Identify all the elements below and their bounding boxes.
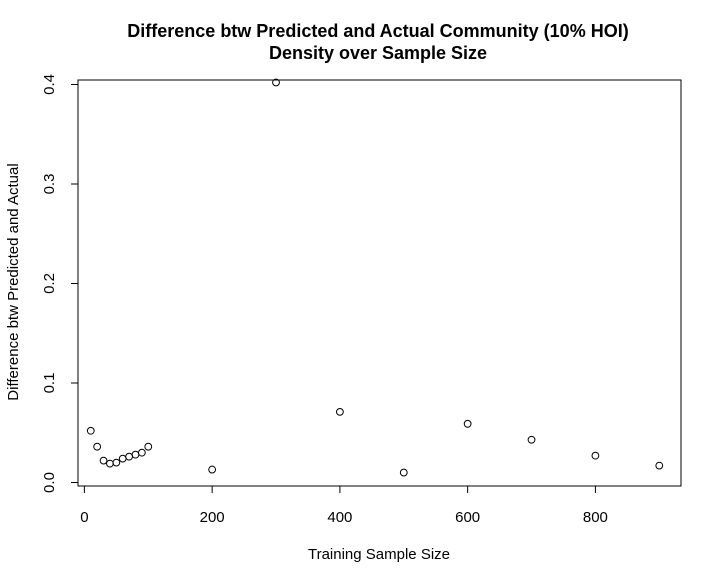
data-point bbox=[272, 78, 280, 87]
x-tick-label: 200 bbox=[200, 509, 225, 526]
data-point bbox=[335, 407, 344, 416]
data-point bbox=[463, 419, 472, 428]
data-point bbox=[93, 442, 102, 451]
data-point bbox=[655, 461, 664, 470]
data-point bbox=[208, 465, 217, 474]
x-axis: 0 200 400 600 800 bbox=[80, 485, 608, 526]
x-tick-label: 600 bbox=[455, 509, 480, 526]
y-tick-label: 0.1 bbox=[41, 373, 58, 394]
x-axis-label: Training Sample Size bbox=[308, 546, 450, 563]
y-axis-label: Difference btw Predicted and Actual bbox=[5, 163, 22, 400]
data-point bbox=[527, 435, 536, 444]
data-point bbox=[86, 426, 95, 435]
y-axis: 0.0 0.1 0.2 0.3 0.4 bbox=[41, 74, 79, 493]
data-point bbox=[144, 442, 153, 451]
data-point bbox=[112, 458, 121, 467]
data-points bbox=[86, 78, 664, 477]
x-tick-label: 0 bbox=[80, 509, 88, 526]
y-tick-label: 0.2 bbox=[41, 273, 58, 294]
x-tick-label: 400 bbox=[327, 509, 352, 526]
x-tick-label: 800 bbox=[583, 509, 608, 526]
y-tick-label: 0.3 bbox=[41, 174, 58, 195]
data-point bbox=[137, 448, 146, 457]
y-tick-label: 0.0 bbox=[41, 472, 58, 493]
chart-title-line-1: Difference btw Predicted and Actual Comm… bbox=[127, 21, 628, 41]
y-tick-label: 0.4 bbox=[41, 74, 58, 95]
data-point bbox=[591, 451, 600, 460]
chart-title-line-2: Density over Sample Size bbox=[269, 43, 487, 63]
data-point bbox=[99, 456, 108, 465]
data-point bbox=[399, 468, 408, 477]
